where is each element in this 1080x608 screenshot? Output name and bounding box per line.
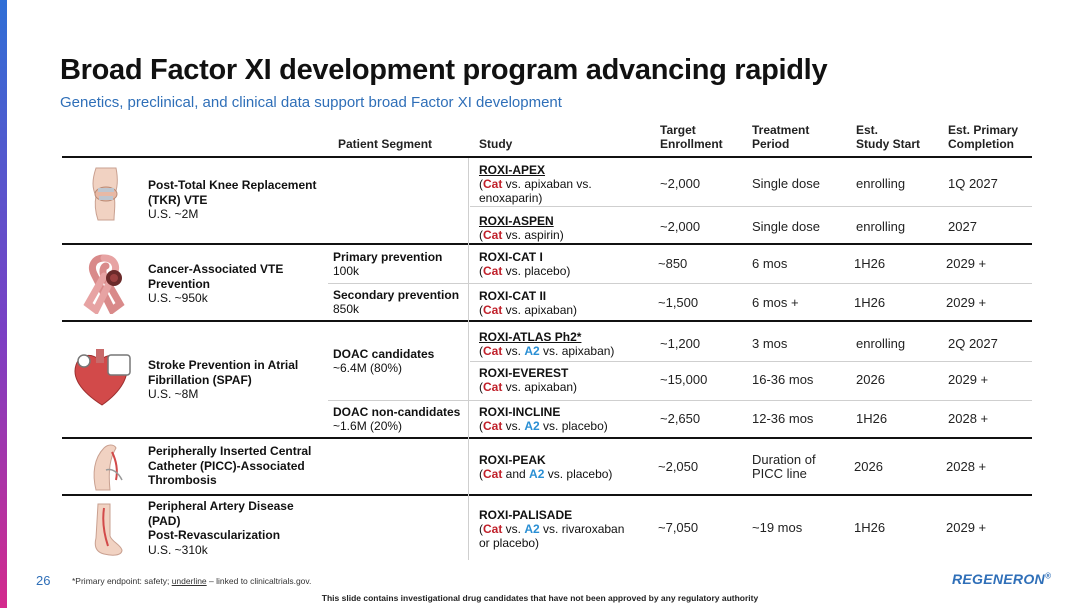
start-cell: 2026	[854, 459, 883, 474]
completion-cell: 2027	[948, 219, 977, 234]
completion-cell: 2Q 2027	[948, 336, 998, 351]
enrollment-cell: ~2,650	[660, 411, 701, 426]
header-rule	[62, 156, 1032, 158]
disclaimer: This slide contains investigational drug…	[321, 593, 759, 603]
header-treatment-period: Treatment Period	[752, 123, 810, 151]
row-rule	[328, 400, 1032, 401]
completion-cell: 2029 +	[946, 256, 987, 271]
start-cell: 2026	[856, 372, 885, 387]
study-roxi-everest: ROXI-EVEREST (Cat vs. apixaban)	[479, 366, 578, 394]
indication-spaf: Stroke Prevention in Atrial Fibrillation …	[148, 358, 299, 401]
start-cell: 1H26	[854, 295, 886, 310]
accent-bar	[0, 0, 7, 608]
study-roxi-atlas[interactable]: ROXI-ATLAS Ph2* (Cat vs. A2 vs. apixaban)	[479, 330, 615, 358]
indication-pad: Peripheral Artery Disease (PAD) Post-Revas…	[148, 499, 294, 557]
group-rule	[62, 494, 1032, 496]
row-rule	[328, 283, 1032, 284]
study-roxi-incline: ROXI-INCLINE (Cat vs. A2 vs. placebo)	[479, 405, 608, 433]
enrollment-cell: ~1,500	[658, 295, 699, 310]
regeneron-logo: REGENERON®	[952, 571, 1052, 587]
enrollment-cell: ~850	[658, 256, 688, 271]
study-roxi-cat-ii: ROXI-CAT II (Cat vs. apixaban)	[479, 289, 578, 317]
header-target-enrollment: Target Enrollment	[660, 123, 723, 151]
completion-cell: 2029 +	[946, 295, 987, 310]
segment-doac-candidates: DOAC candidates ~6.4M (80%)	[333, 347, 435, 375]
header-study-start: Est. Study Start	[856, 123, 921, 151]
enrollment-cell: ~7,050	[658, 520, 699, 535]
start-cell: 1H26	[854, 256, 886, 271]
row-rule	[470, 361, 1032, 362]
treatment-cell: Single dose	[752, 176, 820, 191]
indication-cancer-vte: Cancer-Associated VTE Prevention U.S. ~950…	[148, 262, 284, 305]
treatment-cell: 12-36 mos	[752, 411, 814, 426]
foot-icon	[94, 503, 123, 556]
knee-icon	[92, 167, 118, 221]
completion-cell: 2029 +	[946, 520, 987, 535]
enrollment-cell: ~2,000	[660, 219, 701, 234]
arm-icon	[93, 444, 123, 491]
start-cell: enrolling	[856, 336, 906, 351]
indication-picc: Peripherally Inserted Central Catheter (P…	[148, 444, 312, 487]
indication-tkr: Post-Total Knee Replacement (TKR) VTE U.S.…	[148, 178, 317, 221]
group-rule	[62, 437, 1032, 439]
treatment-cell: 3 mos	[752, 336, 788, 351]
page-title: Broad Factor XI development program adva…	[60, 54, 828, 86]
study-roxi-aspen[interactable]: ROXI-ASPEN (Cat vs. aspirin)	[479, 214, 564, 242]
start-cell: 1H26	[854, 520, 886, 535]
group-rule	[62, 320, 1032, 322]
group-rule	[62, 243, 1032, 245]
study-roxi-peak: ROXI-PEAK (Cat and A2 vs. placebo)	[479, 453, 613, 481]
segment-secondary-prevention: Secondary prevention 850k	[333, 288, 460, 316]
completion-cell: 2028 +	[948, 411, 989, 426]
row-rule	[470, 206, 1032, 207]
treatment-cell: 6 mos	[752, 256, 788, 271]
enrollment-cell: ~2,000	[660, 176, 701, 191]
page-number: 26	[36, 573, 51, 588]
completion-cell: 2029 +	[948, 372, 989, 387]
study-roxi-palisade: ROXI-PALISADE (Cat vs. A2 vs. rivaroxaban…	[479, 508, 625, 550]
start-cell: enrolling	[856, 176, 906, 191]
treatment-cell: Duration of PICC line	[752, 452, 816, 481]
treatment-cell: 6 mos +	[752, 295, 799, 310]
segment-doac-non-candidates: DOAC non-candidates ~1.6M (20%)	[333, 405, 461, 433]
start-cell: enrolling	[856, 219, 906, 234]
header-primary-completion: Est. Primary Completion	[948, 123, 1019, 151]
enrollment-cell: ~2,050	[658, 459, 699, 474]
completion-cell: 2028 +	[946, 459, 987, 474]
study-roxi-apex[interactable]: ROXI-APEX (Cat vs. apixaban vs. enoxaparin…	[479, 163, 592, 205]
header-patient-segment: Patient Segment	[338, 137, 433, 151]
header-study: Study	[479, 137, 513, 151]
column-rule	[468, 158, 469, 560]
enrollment-cell: ~1,200	[660, 336, 701, 351]
completion-cell: 1Q 2027	[948, 176, 998, 191]
treatment-cell: ~19 mos	[752, 520, 803, 535]
page-subtitle: Genetics, preclinical, and clinical data…	[60, 94, 562, 111]
start-cell: 1H26	[856, 411, 888, 426]
enrollment-cell: ~15,000	[660, 372, 708, 387]
treatment-cell: Single dose	[752, 219, 820, 234]
study-roxi-cat-i: ROXI-CAT I (Cat vs. placebo)	[479, 250, 571, 278]
treatment-cell: 16-36 mos	[752, 372, 814, 387]
ribbon-icon	[83, 254, 125, 314]
segment-primary-prevention: Primary prevention 100k	[333, 250, 443, 278]
footnote: *Primary endpoint: safety; underline – l…	[72, 576, 312, 586]
heart-icon	[74, 349, 131, 406]
